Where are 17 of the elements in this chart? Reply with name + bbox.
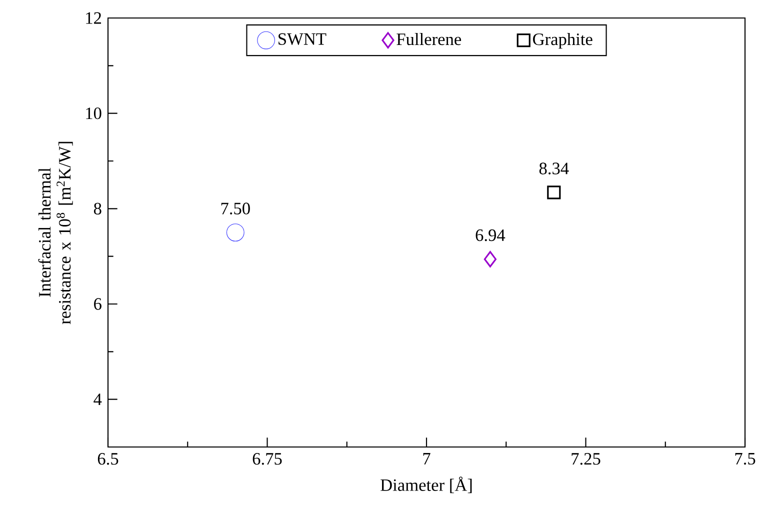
data-label: 6.94 [476,229,506,242]
y-tick-label: 4 [94,394,102,406]
x-axis-title: Diameter [Å] [380,476,472,494]
x-tick-label: 7 [423,453,430,464]
x-tick-label: 6.5 [98,453,118,465]
x-tick-label: 7.5 [735,453,756,465]
legend-label: SWNT [278,33,326,45]
data-label: 8.34 [539,162,569,174]
x-tick-label: 6.75 [252,453,282,465]
y-tick-label: 8 [94,202,102,215]
y-tick-label: 12 [86,12,102,24]
x-tick-label: 7.25 [572,453,600,465]
y-tick-label: 6 [94,298,102,310]
y-tick-label: 10 [86,107,102,120]
legend-label: Graphite [533,32,592,49]
data-label: 7.50 [221,202,250,214]
legend-label: Fullerene [396,32,462,46]
